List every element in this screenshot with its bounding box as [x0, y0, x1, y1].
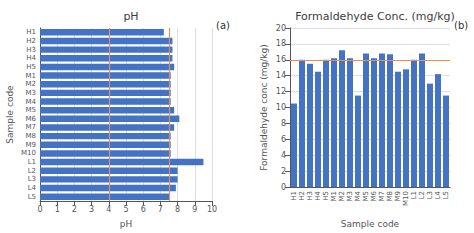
svg-text:L4: L4 [28, 184, 37, 192]
svg-text:H3: H3 [26, 46, 36, 54]
svg-text:M9: M9 [394, 191, 402, 202]
svg-text:14: 14 [276, 71, 286, 80]
svg-text:L5: L5 [442, 191, 450, 199]
svg-text:M1: M1 [26, 72, 37, 80]
svg-text:3: 3 [89, 205, 94, 214]
svg-text:7: 7 [158, 205, 163, 214]
svg-text:10: 10 [207, 205, 217, 214]
svg-text:M2: M2 [338, 191, 346, 202]
svg-text:4: 4 [281, 151, 286, 160]
svg-text:M9: M9 [26, 141, 37, 149]
svg-text:M5: M5 [26, 106, 37, 114]
svg-text:20: 20 [276, 24, 286, 33]
svg-text:(b): (b) [454, 20, 468, 31]
svg-text:Sample code: Sample code [341, 219, 400, 229]
svg-text:M10: M10 [402, 191, 410, 206]
svg-text:H4: H4 [26, 54, 36, 62]
svg-text:H4: H4 [314, 190, 322, 200]
svg-text:M5: M5 [362, 191, 370, 202]
svg-text:H3: H3 [306, 191, 314, 201]
svg-text:9: 9 [192, 205, 197, 214]
svg-text:M4: M4 [354, 190, 362, 201]
svg-text:L2: L2 [28, 167, 36, 175]
svg-text:10: 10 [276, 103, 286, 112]
svg-text:L3: L3 [28, 175, 36, 183]
svg-text:M2: M2 [26, 80, 37, 88]
svg-text:pH: pH [120, 219, 132, 229]
svg-text:6: 6 [141, 205, 146, 214]
svg-text:M4: M4 [26, 98, 37, 106]
svg-text:M10: M10 [21, 149, 36, 157]
svg-text:M6: M6 [370, 190, 378, 201]
svg-text:H1: H1 [26, 28, 36, 36]
svg-text:M8: M8 [386, 191, 394, 202]
svg-text:M3: M3 [346, 191, 354, 202]
svg-text:4: 4 [106, 205, 111, 214]
svg-text:0: 0 [281, 183, 286, 192]
svg-text:2: 2 [72, 205, 77, 214]
svg-text:(a): (a) [216, 20, 230, 31]
svg-text:H5: H5 [322, 191, 330, 201]
svg-text:pH: pH [123, 10, 138, 23]
svg-text:Formaldehyde Conc. (mg/kg): Formaldehyde Conc. (mg/kg) [295, 10, 455, 23]
svg-text:Formaldehyde conc (mg/kg): Formaldehyde conc (mg/kg) [259, 44, 269, 171]
svg-text:18: 18 [276, 39, 286, 48]
svg-text:H2: H2 [298, 191, 306, 201]
svg-text:M1: M1 [330, 191, 338, 202]
svg-text:M8: M8 [26, 132, 37, 140]
svg-text:H2: H2 [26, 37, 36, 45]
svg-text:8: 8 [175, 205, 180, 214]
svg-text:Sample code: Sample code [5, 85, 15, 144]
svg-text:16: 16 [276, 55, 286, 64]
svg-text:L1: L1 [410, 191, 418, 199]
svg-text:6: 6 [281, 135, 286, 144]
svg-text:2: 2 [281, 167, 286, 176]
svg-text:M7: M7 [378, 191, 386, 202]
svg-text:H1: H1 [290, 191, 298, 201]
svg-text:L1: L1 [28, 158, 36, 166]
svg-text:M3: M3 [26, 89, 37, 97]
svg-text:M6: M6 [26, 115, 37, 123]
svg-text:1: 1 [55, 205, 60, 214]
svg-text:0: 0 [37, 205, 42, 214]
svg-text:5: 5 [123, 205, 128, 214]
svg-text:L4: L4 [434, 190, 442, 199]
svg-text:H5: H5 [26, 63, 36, 71]
svg-text:L3: L3 [426, 191, 434, 199]
svg-text:12: 12 [276, 87, 286, 96]
svg-text:L2: L2 [418, 191, 426, 199]
svg-text:8: 8 [281, 119, 286, 128]
svg-text:L5: L5 [28, 193, 36, 201]
svg-text:M7: M7 [26, 123, 37, 131]
